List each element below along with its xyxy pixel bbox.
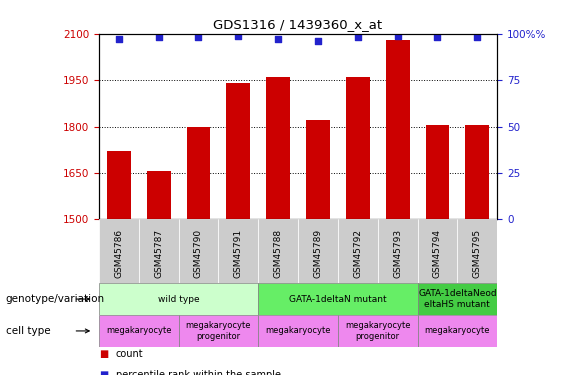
Text: GATA-1deltaN mutant: GATA-1deltaN mutant <box>289 295 386 304</box>
Bar <box>139 219 179 283</box>
Text: megakaryocyte: megakaryocyte <box>266 326 331 336</box>
Text: GSM45790: GSM45790 <box>194 229 203 278</box>
Bar <box>107 152 131 219</box>
Bar <box>338 315 418 347</box>
Point <box>353 34 362 40</box>
Text: GSM45794: GSM45794 <box>433 229 442 278</box>
Point <box>234 33 243 39</box>
Bar <box>227 83 250 219</box>
Text: percentile rank within the sample: percentile rank within the sample <box>116 370 281 375</box>
Title: GDS1316 / 1439360_x_at: GDS1316 / 1439360_x_at <box>214 18 383 31</box>
Bar <box>418 283 497 315</box>
Text: GSM45789: GSM45789 <box>314 229 323 278</box>
Text: GSM45788: GSM45788 <box>273 229 282 278</box>
Bar <box>186 127 210 219</box>
Text: megakaryocyte: megakaryocyte <box>106 326 171 336</box>
Text: GSM45792: GSM45792 <box>353 229 362 278</box>
Text: megakaryocyte: megakaryocyte <box>425 326 490 336</box>
Point <box>273 36 282 42</box>
Text: GSM45787: GSM45787 <box>154 229 163 278</box>
Bar <box>179 315 258 347</box>
Bar <box>266 77 290 219</box>
Bar <box>147 171 171 219</box>
Point <box>473 34 482 40</box>
Text: ■: ■ <box>99 370 108 375</box>
Text: GATA-1deltaNeod
eltaHS mutant: GATA-1deltaNeod eltaHS mutant <box>418 290 497 309</box>
Bar <box>418 219 458 283</box>
Bar <box>179 219 219 283</box>
Point <box>314 38 323 44</box>
Point <box>433 34 442 40</box>
Bar <box>258 315 338 347</box>
Bar <box>258 219 298 283</box>
Text: ■: ■ <box>99 350 108 359</box>
Point <box>114 36 123 42</box>
Text: megakaryocyte
progenitor: megakaryocyte progenitor <box>345 321 410 340</box>
Point <box>393 33 402 39</box>
Bar <box>466 125 489 219</box>
Bar <box>219 219 258 283</box>
Text: GSM45786: GSM45786 <box>114 229 123 278</box>
Bar <box>258 283 418 315</box>
Text: cell type: cell type <box>6 326 50 336</box>
Text: GSM45791: GSM45791 <box>234 229 243 278</box>
Text: GSM45793: GSM45793 <box>393 229 402 278</box>
Bar <box>298 219 338 283</box>
Bar <box>99 315 179 347</box>
Text: GSM45795: GSM45795 <box>473 229 482 278</box>
Point <box>154 34 163 40</box>
Bar <box>425 125 449 219</box>
Bar <box>418 315 497 347</box>
Point <box>194 34 203 40</box>
Text: count: count <box>116 350 144 359</box>
Bar <box>346 77 370 219</box>
Text: wild type: wild type <box>158 295 199 304</box>
Bar <box>338 219 378 283</box>
Bar <box>306 120 330 219</box>
Bar <box>378 219 418 283</box>
Text: megakaryocyte
progenitor: megakaryocyte progenitor <box>186 321 251 340</box>
Bar <box>99 219 139 283</box>
Text: genotype/variation: genotype/variation <box>6 294 105 304</box>
Bar <box>99 283 258 315</box>
Bar <box>386 40 410 219</box>
Bar <box>458 219 497 283</box>
